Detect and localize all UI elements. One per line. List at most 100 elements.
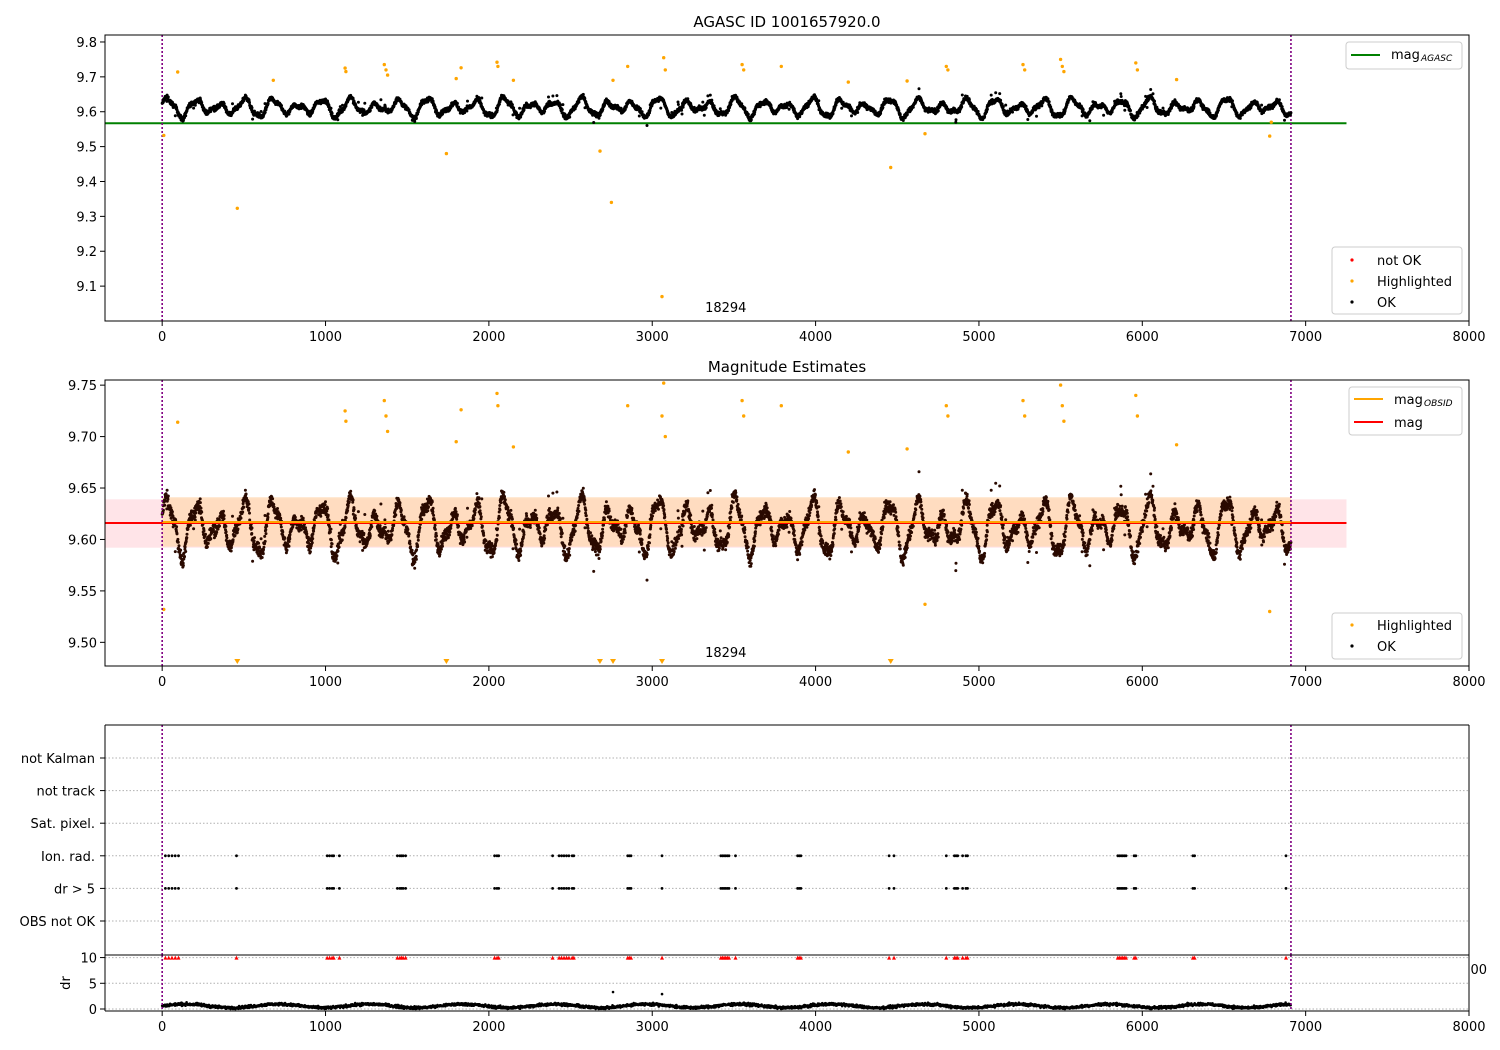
ok-point <box>881 105 885 109</box>
ok-point <box>1145 106 1149 109</box>
ok-point <box>231 102 234 106</box>
ok-point <box>989 93 993 97</box>
ok-point <box>253 109 256 113</box>
ok-point <box>379 98 383 102</box>
ok-point <box>985 107 989 111</box>
ok-point <box>787 107 791 111</box>
ok-point <box>638 107 642 111</box>
ok-point <box>708 93 712 97</box>
ok-point <box>1153 99 1156 103</box>
ok-point <box>1004 103 1008 107</box>
ok-point <box>856 111 860 114</box>
ok-point <box>749 118 753 122</box>
ok-point <box>522 108 526 112</box>
ok-point <box>701 100 705 104</box>
ok-point <box>1088 119 1092 123</box>
ok-point <box>363 101 367 105</box>
ok-point <box>1102 113 1106 117</box>
ok-point <box>414 117 418 120</box>
ok-point <box>341 103 344 107</box>
ok-point <box>686 97 690 101</box>
ok-point <box>645 124 649 127</box>
ok-point <box>592 121 596 124</box>
ok-point <box>518 106 522 110</box>
ok-point <box>676 103 680 106</box>
ok-point <box>330 111 334 115</box>
ok-point <box>407 108 411 112</box>
ok-point <box>817 99 821 103</box>
ok-point <box>338 105 342 109</box>
ok-point <box>563 112 567 116</box>
ok-point <box>954 118 958 122</box>
ok-point <box>936 109 940 113</box>
ok-point <box>455 101 459 105</box>
ok-point <box>1119 95 1123 98</box>
ok-point <box>173 114 177 118</box>
ok-point <box>351 96 355 100</box>
ok-point <box>266 101 270 105</box>
ok-point <box>840 106 844 110</box>
ok-point <box>543 109 547 113</box>
ok-point <box>1011 110 1014 114</box>
ok-point <box>184 114 188 118</box>
ok-point <box>1161 106 1165 110</box>
ok-point <box>480 96 484 100</box>
ok-point <box>702 113 706 117</box>
ok-point <box>1026 118 1030 121</box>
ok-point <box>1151 92 1155 96</box>
ok-point <box>200 101 204 104</box>
ok-point <box>1123 108 1127 112</box>
ok-point <box>967 98 971 102</box>
ok-point <box>746 112 750 116</box>
ok-point <box>998 92 1002 96</box>
ok-point <box>263 102 267 106</box>
agasc-panel-title: AGASC ID 1001657920.0 <box>693 13 880 31</box>
ok-point <box>976 109 980 113</box>
ok-point <box>555 94 559 98</box>
ok-point <box>994 91 998 95</box>
ok-point <box>850 114 853 118</box>
ok-point <box>264 108 268 112</box>
ok-point <box>1119 92 1123 96</box>
ok-point <box>166 95 170 99</box>
ok-point <box>680 112 684 116</box>
ok-point <box>583 96 587 100</box>
ok-point <box>917 87 921 91</box>
ok-point <box>1192 105 1196 109</box>
ok-point <box>568 115 572 119</box>
ok-point <box>1149 88 1153 91</box>
ok-point <box>729 102 733 106</box>
ok-point <box>983 115 987 118</box>
ok-point <box>1129 109 1132 112</box>
ok-point <box>1040 104 1044 108</box>
ok-point <box>598 113 602 117</box>
ok-point <box>637 114 641 118</box>
ok-point <box>659 106 663 110</box>
ok-point <box>1047 100 1051 104</box>
ok-point <box>999 98 1003 102</box>
ok-point <box>368 109 372 112</box>
ok-point <box>497 102 501 106</box>
agasc-panel: AGASC ID 1001657920.0 0 1000 2000 3000 4000 5… <box>76 13 1485 345</box>
ok-point <box>551 94 555 98</box>
ok-point <box>561 103 565 107</box>
ok-point <box>710 98 714 102</box>
ok-point <box>577 100 581 104</box>
ok-point <box>680 108 684 112</box>
ok-point <box>1147 97 1151 101</box>
ok-point <box>640 110 644 114</box>
ok-point <box>560 108 564 112</box>
ok-point <box>248 101 251 105</box>
ok-point <box>1081 108 1085 111</box>
ok-point <box>1035 114 1038 118</box>
ok-point <box>259 110 263 113</box>
ok-point <box>547 95 550 99</box>
ok-point <box>435 109 438 112</box>
ok-point <box>280 104 283 108</box>
ok-point <box>329 106 333 110</box>
ok-point <box>465 109 469 113</box>
ok-point <box>960 93 964 97</box>
ok-point <box>676 100 680 104</box>
ok-point <box>431 99 435 103</box>
ok-point <box>466 99 469 103</box>
